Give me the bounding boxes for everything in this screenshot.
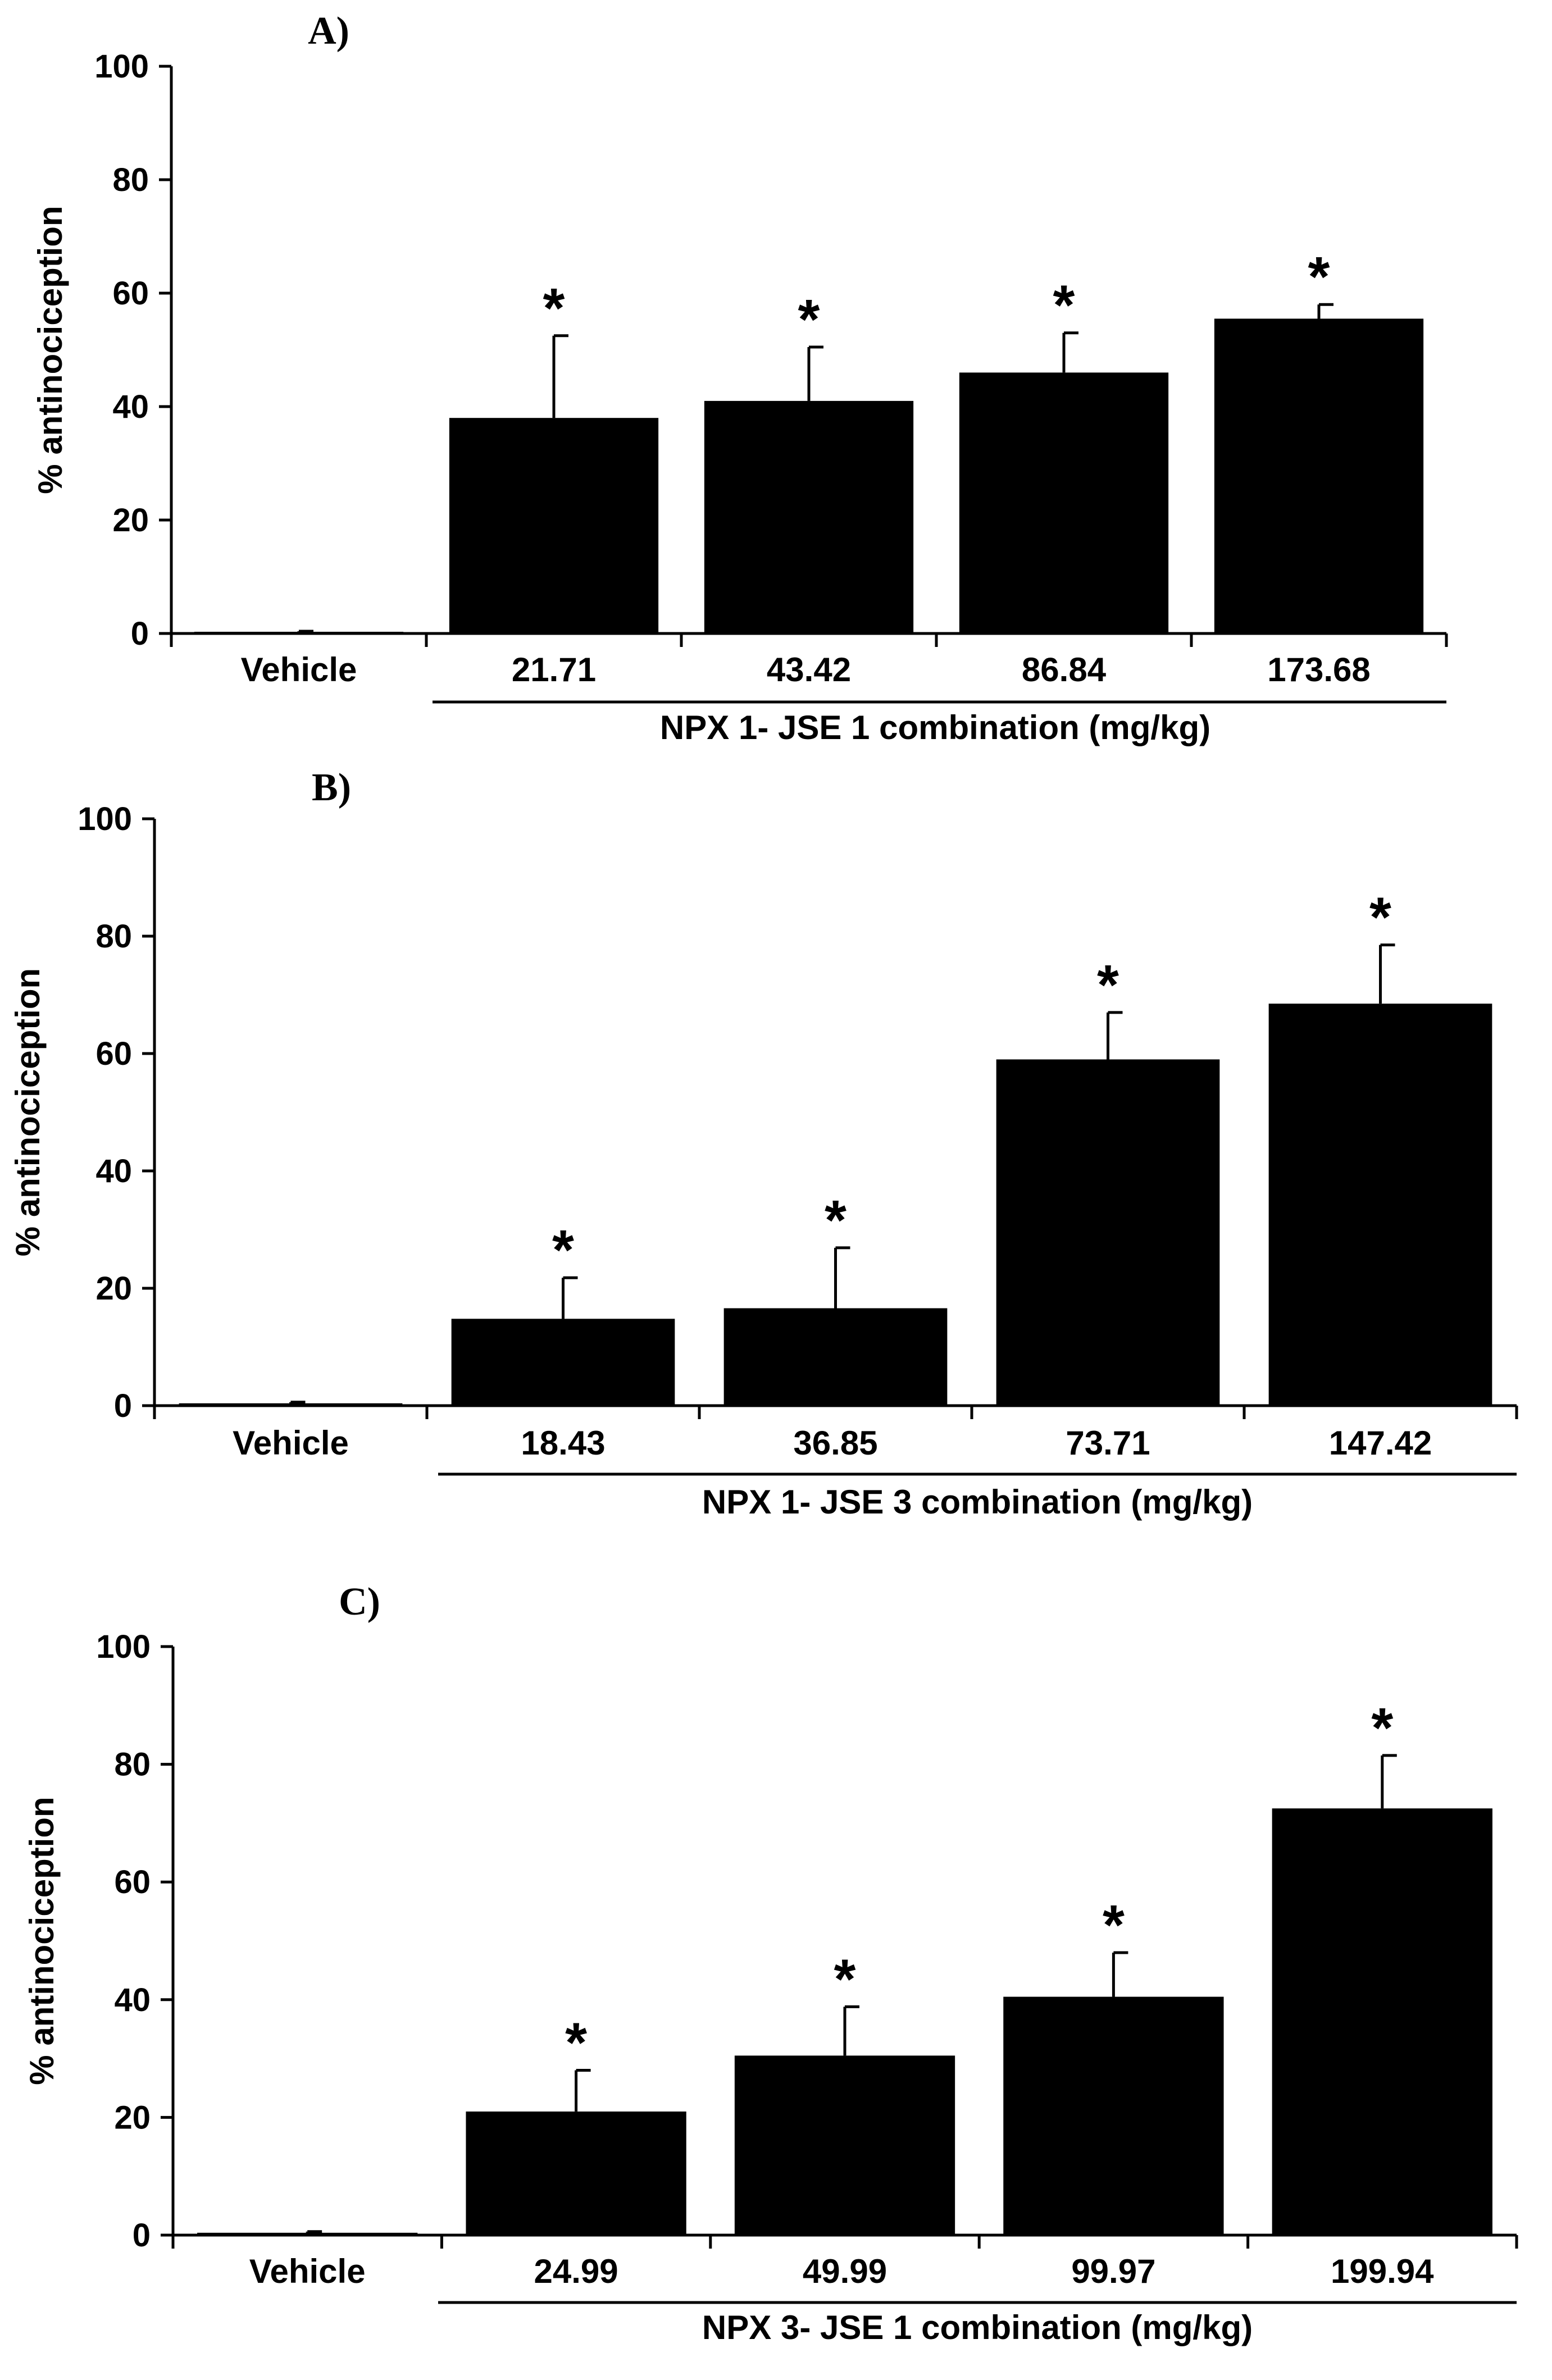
y-tick-label: 20 — [112, 502, 149, 539]
x-category-label: 86.84 — [1022, 651, 1107, 689]
y-tick-label: 40 — [112, 389, 149, 425]
bar — [1272, 1808, 1492, 2235]
significance-marker: * — [825, 1189, 846, 1252]
y-tick-label: 60 — [95, 1036, 132, 1072]
bar — [449, 418, 659, 633]
significance-marker: * — [565, 2012, 587, 2074]
x-category-label: 49.99 — [803, 2253, 887, 2290]
significance-marker: * — [552, 1219, 574, 1282]
panel-label: C) — [339, 1580, 380, 1624]
y-tick-label: 100 — [78, 801, 132, 837]
y-axis-title: % antinociception — [9, 968, 47, 1256]
y-tick-label: 0 — [114, 1388, 132, 1424]
y-tick-label: 80 — [95, 918, 132, 955]
y-tick-label: 40 — [95, 1153, 132, 1189]
x-category-label: 99.97 — [1071, 2253, 1155, 2290]
y-tick-label: 80 — [112, 162, 149, 198]
x-category-label: 18.43 — [521, 1424, 605, 1462]
x-axis-title: NPX 1- JSE 1 combination (mg/kg) — [660, 709, 1210, 746]
x-category-label: 147.42 — [1329, 1424, 1432, 1462]
y-tick-label: 60 — [112, 275, 149, 312]
y-tick-label: 0 — [131, 615, 149, 652]
significance-marker: * — [798, 288, 820, 351]
significance-marker: * — [1103, 1894, 1125, 1957]
x-category-label: Vehicle — [241, 651, 357, 689]
significance-marker: * — [834, 1948, 856, 2010]
x-category-label: 199.94 — [1331, 2253, 1434, 2290]
bar — [194, 631, 404, 633]
x-category-label: Vehicle — [233, 1424, 349, 1462]
panel-label: B) — [312, 766, 351, 809]
y-tick-label: 80 — [114, 1747, 151, 1783]
significance-marker: * — [543, 277, 565, 340]
bar — [723, 1308, 948, 1406]
significance-marker: * — [1371, 1697, 1393, 1759]
bar — [1003, 1996, 1224, 2235]
x-category-label: Vehicle — [249, 2253, 366, 2290]
y-tick-label: 0 — [133, 2217, 151, 2254]
x-axis-title: NPX 3- JSE 1 combination (mg/kg) — [702, 2309, 1253, 2346]
bar — [734, 2055, 955, 2235]
bar — [1268, 1004, 1492, 1406]
bar — [959, 372, 1169, 633]
x-axis-title: NPX 1- JSE 3 combination (mg/kg) — [702, 1483, 1253, 1521]
bar — [197, 2232, 418, 2235]
bar — [1214, 318, 1424, 633]
bar — [704, 400, 914, 633]
significance-marker: * — [1097, 954, 1119, 1016]
bar — [466, 2111, 686, 2235]
x-category-label: 73.71 — [1066, 1424, 1150, 1462]
significance-marker: * — [1308, 245, 1330, 308]
y-axis-title: % antinociception — [31, 206, 69, 494]
bar — [996, 1059, 1220, 1406]
bar — [179, 1403, 403, 1406]
y-tick-label: 20 — [95, 1270, 132, 1307]
x-category-label: 24.99 — [534, 2253, 618, 2290]
significance-marker: * — [1053, 274, 1075, 337]
panel-label: A) — [308, 10, 349, 53]
significance-marker: * — [1369, 886, 1391, 949]
y-axis-title: % antinociception — [23, 1797, 61, 2085]
x-category-label: 36.85 — [793, 1424, 877, 1462]
y-tick-label: 60 — [114, 1864, 151, 1900]
y-tick-label: 40 — [114, 1982, 151, 2018]
x-category-label: 43.42 — [767, 651, 851, 689]
bar — [451, 1319, 675, 1406]
y-tick-label: 100 — [96, 1629, 151, 1665]
x-category-label: 21.71 — [512, 651, 596, 689]
y-tick-label: 100 — [94, 48, 149, 85]
x-category-label: 173.68 — [1267, 651, 1371, 689]
y-tick-label: 20 — [114, 2099, 151, 2136]
